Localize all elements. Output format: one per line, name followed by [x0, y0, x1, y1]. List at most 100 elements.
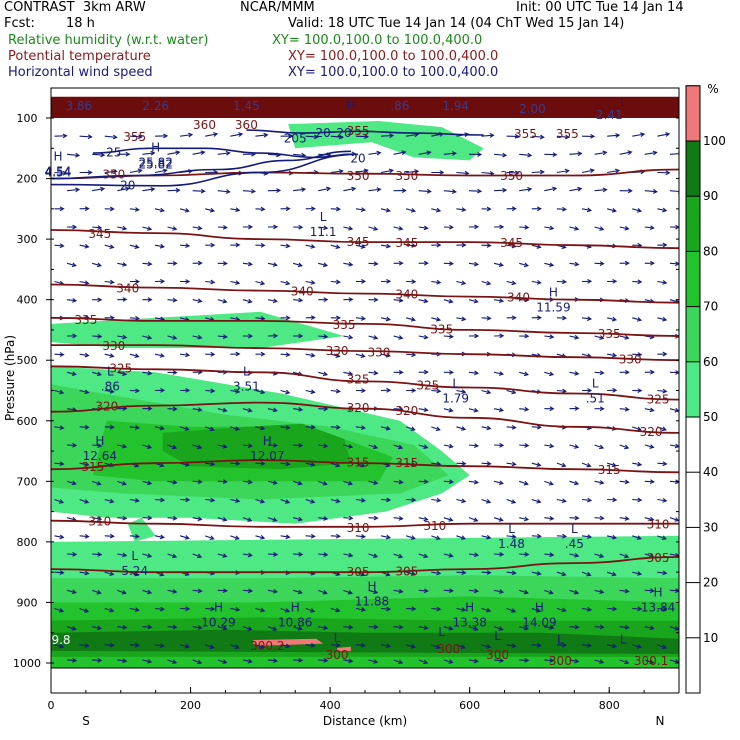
wind-vector-shaft	[657, 644, 667, 649]
top-band-label: 2.26	[142, 99, 169, 113]
wind-vector-75	[66, 187, 81, 193]
wind-vector-340	[443, 369, 454, 375]
wind-vector-190	[443, 261, 454, 266]
wind-vector-shaft	[54, 171, 67, 175]
wind-vector-shaft	[544, 262, 554, 266]
wind-vector-head	[624, 406, 630, 412]
wind-vector-305	[180, 352, 191, 358]
wind-vector-head	[611, 207, 617, 213]
extremum-H: H11.88	[355, 579, 389, 608]
wind-vector-shaft	[217, 299, 227, 303]
wind-vector-570	[556, 533, 568, 539]
theta-label: 340	[291, 285, 314, 299]
wind-vector-232	[242, 298, 253, 304]
wind-vector-head	[474, 588, 480, 594]
wind-vector-546	[594, 515, 605, 521]
wind-vector-222	[607, 278, 618, 284]
wind-vector-shaft	[167, 299, 177, 301]
wind-vector-head	[436, 606, 442, 612]
wind-vector-shaft	[506, 571, 516, 574]
wind-vector-522	[607, 497, 618, 503]
wind-vector-head	[97, 225, 103, 230]
wind-vector-348	[644, 369, 655, 375]
extremum-L: L5.24	[121, 549, 148, 578]
wind-vector-head	[121, 590, 127, 595]
wind-vector-head	[611, 571, 617, 577]
wind-vector-head	[222, 553, 228, 558]
wind-vector-306	[205, 351, 216, 357]
wind-vector-head	[360, 462, 366, 468]
wind-vector-shaft	[343, 589, 353, 594]
wind-vector-366	[456, 389, 467, 394]
wind-vector-514	[406, 497, 417, 503]
wind-vector-744	[544, 658, 555, 663]
wind-vector-718	[506, 643, 517, 649]
wind-vector-shaft	[380, 353, 390, 357]
theta-contour-330	[51, 344, 679, 362]
wind-vector-head	[222, 659, 228, 664]
wind-vector-head	[624, 335, 630, 340]
wind-vector-shaft	[205, 426, 214, 431]
wind-vector-shaft	[66, 371, 76, 375]
wind-vector-shaft	[142, 226, 152, 230]
wind-vector-224	[657, 280, 668, 285]
wind-vector-130	[192, 225, 203, 231]
wind-vector-head	[147, 297, 153, 303]
wind-vector-346	[594, 370, 605, 376]
theta-label: 360	[235, 118, 258, 132]
wind-vector-head	[448, 553, 454, 558]
theta-label: 305	[395, 564, 418, 578]
wind-vector-653	[129, 607, 140, 613]
wind-vector-head	[147, 553, 153, 558]
wind-vector-91	[468, 188, 483, 194]
top-band-label: 1.45	[233, 99, 260, 113]
wind-vector-shaft	[506, 498, 516, 504]
wind-vector-shaft	[217, 553, 227, 557]
wind-vector-467	[481, 461, 492, 466]
wind-vector-shaft	[657, 498, 667, 502]
wind-vector-head	[272, 407, 278, 413]
wind-vector-shaft	[92, 262, 102, 267]
theta-label: 345	[347, 235, 370, 249]
theta-contour-345	[51, 229, 679, 250]
wind-vector-shaft	[242, 408, 252, 412]
extremum-H: H13.84	[641, 585, 675, 614]
wind-vector-shaft	[192, 589, 202, 592]
wind-vector-426	[92, 443, 103, 449]
wind-vector-head	[297, 516, 303, 522]
wind-vector-shaft	[607, 607, 617, 610]
wind-vector-head	[652, 150, 658, 156]
wind-vector-shaft	[393, 589, 403, 593]
theta-label: 310	[423, 519, 446, 533]
wind-vector-shaft	[280, 462, 290, 465]
wind-vector-head	[586, 316, 593, 321]
wind-vector-head	[209, 535, 215, 541]
wind-vector-shaft	[242, 589, 252, 592]
wind-vector-677	[117, 624, 128, 630]
wind-vector-113	[380, 207, 391, 213]
wind-vector-275	[67, 333, 78, 339]
wind-vector-shaft	[318, 187, 331, 192]
extremum-L: L.51	[586, 376, 605, 405]
wind-vector-head	[310, 643, 316, 648]
wind-vector-shaft	[79, 389, 89, 394]
theta-label-text: 340	[507, 291, 530, 305]
wind-vector-618	[506, 570, 517, 576]
wind-vector-87	[368, 187, 382, 193]
wind-vector-shaft	[267, 517, 277, 522]
wind-vector-shaft	[607, 353, 617, 357]
colorbar-tick-label: 80	[703, 244, 718, 258]
wind-vector-734	[293, 657, 304, 663]
extremum-marker: H	[95, 434, 104, 448]
wind-vector-head	[247, 443, 253, 449]
wind-vector-head	[612, 606, 618, 612]
wind-vector-501	[79, 498, 90, 504]
wind-vector-head	[662, 388, 668, 394]
wind-vector-shaft	[293, 153, 306, 157]
wind-vector-shaft	[544, 335, 554, 338]
wind-vector-head	[536, 642, 542, 648]
wind-vector-721	[581, 642, 593, 648]
wind-vector-47	[619, 150, 633, 155]
y-tick-label: 800	[17, 536, 38, 549]
wind-vector-shaft	[117, 659, 127, 662]
